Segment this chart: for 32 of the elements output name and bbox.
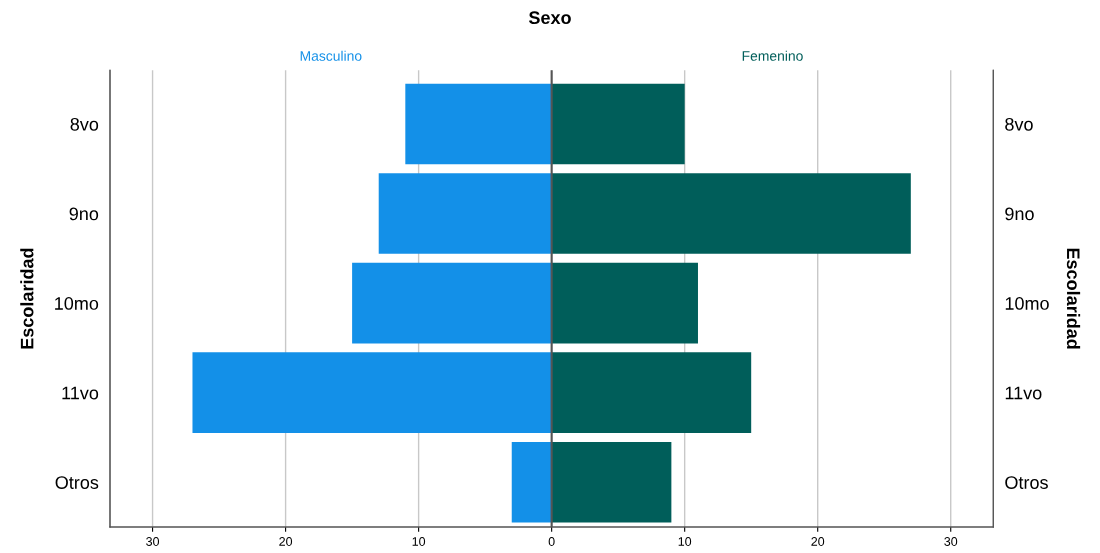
y-axis-title: Escolaridad — [20, 248, 34, 349]
bar — [378, 173, 552, 254]
y-tick-label: 10mo — [55, 297, 99, 310]
x-tick-label: 20 — [811, 537, 825, 546]
category-label: Otros — [1005, 476, 1048, 489]
text: Masculino — [300, 50, 362, 61]
bar — [192, 352, 552, 433]
category-label: 8vo — [1005, 117, 1033, 131]
y-tick-label: 9no — [69, 207, 99, 221]
bar — [551, 441, 672, 523]
text: Femenino — [742, 50, 803, 61]
y-tick-label: Otros — [55, 476, 99, 489]
x-tick-label: 20 — [279, 537, 293, 546]
bar — [405, 83, 552, 165]
bar — [551, 173, 911, 254]
category-label: 9no — [1005, 207, 1034, 221]
y-tick-label: 11vo — [62, 386, 99, 400]
chart-title: Sexo — [528, 11, 571, 25]
x-tick-label: 0 — [548, 537, 555, 546]
x-tick-label: 30 — [944, 537, 958, 546]
category-label: 10mo — [1005, 297, 1049, 310]
x-tick-label: 10 — [678, 537, 692, 546]
x-tick-label: 10 — [412, 537, 426, 546]
bar — [551, 262, 698, 344]
y2-axis-title: Escolaridad — [1066, 248, 1081, 349]
bar — [352, 262, 552, 344]
bar — [551, 352, 752, 433]
y-tick-label: 8vo — [70, 117, 99, 131]
category-label: 11vo — [1005, 386, 1042, 400]
bar — [551, 83, 685, 165]
bar — [511, 441, 552, 523]
x-tick-label: 30 — [146, 537, 160, 546]
